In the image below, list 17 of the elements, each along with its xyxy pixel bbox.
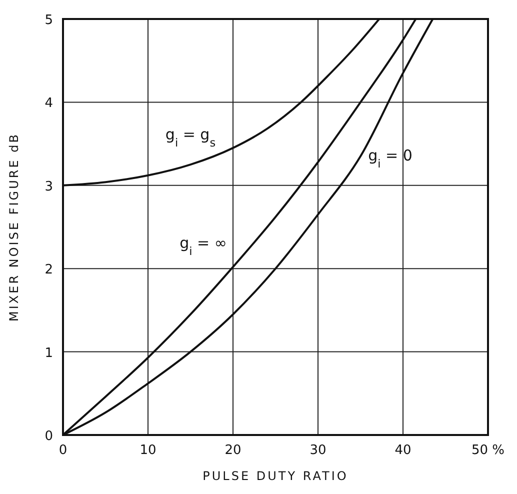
x-tick-label: 20 [224, 443, 242, 458]
x-tick-label: 0 [58, 443, 68, 458]
y-tick-label: 5 [44, 13, 53, 28]
x-axis-title: PULSE DUTY RATIO [202, 469, 348, 483]
y-tick-label: 3 [44, 179, 53, 194]
x-tick-label: 30 [310, 443, 326, 458]
y-tick-label: 2 [44, 262, 53, 278]
y-tick-label: 4 [44, 96, 53, 112]
x-tick-label: 50 % [471, 443, 505, 458]
series-label: g$_{i}$ = 0 [368, 146, 412, 170]
y-axis-title: MIXER NOISE FIGURE dB [7, 132, 21, 322]
series-label: g$_{i}$ = ∞ [180, 234, 227, 258]
y-tick-label: 1 [44, 346, 53, 361]
x-tick-label: 40 [394, 443, 412, 458]
x-tick-label: 10 [140, 443, 156, 458]
series-label: g$_{i}$ = g$_{s}$ [165, 126, 216, 150]
y-tick-label: 0 [44, 429, 53, 444]
